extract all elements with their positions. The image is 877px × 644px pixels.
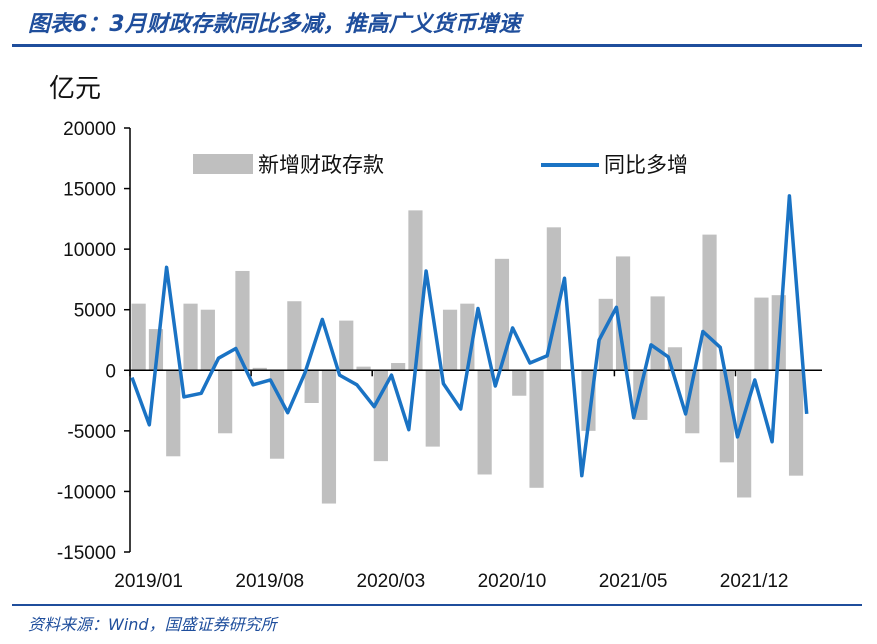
x-tick-label: 2019/01 xyxy=(114,571,183,592)
bar xyxy=(252,367,267,371)
bar-series xyxy=(131,210,804,504)
chart-title: 图表6：3月财政存款同比多减，推高广义货币增速 xyxy=(28,12,521,37)
bar xyxy=(425,370,440,447)
y-tick-label: 20000 xyxy=(63,119,116,140)
bar xyxy=(685,370,700,434)
x-tick-label: 2020/10 xyxy=(478,571,547,592)
legend-label-bar: 新增财政存款 xyxy=(258,153,384,177)
y-tick-label: -5000 xyxy=(67,422,116,443)
bar xyxy=(269,370,285,459)
x-tick-label: 2021/05 xyxy=(599,571,668,592)
bar xyxy=(650,296,665,371)
y-tick-label: -15000 xyxy=(57,543,116,564)
bar xyxy=(183,303,198,371)
bar xyxy=(356,366,371,371)
bar xyxy=(287,301,302,371)
bar xyxy=(218,370,233,434)
y-tick-label: 10000 xyxy=(63,240,116,261)
legend-label-line: 同比多增 xyxy=(604,153,688,177)
y-tick-label: -10000 xyxy=(57,482,116,503)
y-tick-label: 15000 xyxy=(63,180,116,201)
bar xyxy=(512,370,527,396)
bar xyxy=(321,370,337,504)
bar xyxy=(615,256,631,371)
x-tick-label: 2020/03 xyxy=(357,571,426,592)
source-note: 资料来源：Wind，国盛证券研究所 xyxy=(28,615,277,634)
x-ticks: 2019/01 2019/08 2020/03 2020/10 2021/05 2021/… xyxy=(114,370,788,592)
bar xyxy=(166,370,181,457)
bar xyxy=(702,234,717,371)
bar xyxy=(131,303,146,371)
x-tick-label: 2021/12 xyxy=(720,571,789,592)
bar xyxy=(373,370,388,462)
source-divider xyxy=(12,604,862,606)
bar xyxy=(391,363,406,371)
bar xyxy=(494,258,510,371)
legend: 新增财政存款 同比多增 xyxy=(193,153,688,177)
bar xyxy=(408,210,423,371)
bar xyxy=(339,320,354,371)
title-divider xyxy=(12,44,862,47)
y-ticks: 20000 15000 10000 5000 0 -5000 -10000 -15000 xyxy=(57,119,130,564)
bar xyxy=(235,270,250,371)
y-tick-label: 0 xyxy=(105,361,116,382)
bar xyxy=(200,309,215,371)
x-tick-label: 2019/08 xyxy=(235,571,304,592)
bar xyxy=(754,297,769,371)
bar xyxy=(598,298,613,371)
bar xyxy=(788,370,804,476)
y-tick-label: 5000 xyxy=(74,301,116,322)
chart-area: 亿元 20000 15000 10000 5000 0 -5000 -10000 -15000… xyxy=(49,74,822,592)
y-axis-unit: 亿元 xyxy=(49,74,101,104)
bar xyxy=(477,370,492,475)
bar xyxy=(529,370,544,488)
bar xyxy=(304,370,319,403)
bar xyxy=(442,309,458,371)
legend-swatch-bar xyxy=(193,154,253,174)
line-series xyxy=(130,194,809,478)
